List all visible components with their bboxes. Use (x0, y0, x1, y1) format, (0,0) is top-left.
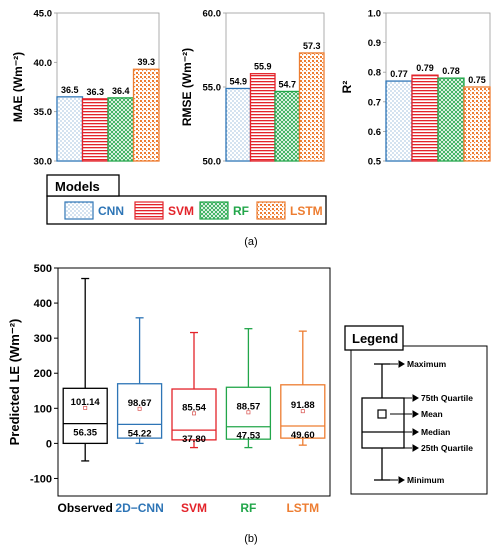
r2-bar-rf (437, 77, 465, 162)
mae-bar-lstm (132, 68, 160, 162)
legend-swatch-svm (134, 201, 164, 220)
rmse-bar-chart: 50.0 55.0 60.0 RMSE (Wm⁻²) 54.9 55.9 54.7 57.3 (180, 9, 325, 168)
box-ytick-label: 500 (34, 263, 52, 275)
legend-label-lstm: LSTM (290, 204, 323, 218)
mae-ytick-label: 40.0 (34, 58, 53, 69)
box-mean-marker-rf (246, 410, 251, 415)
r2-bar-svm (411, 74, 439, 162)
r2-ytick-label: 0.7 (368, 97, 381, 108)
rmse-ytick-label: 55.0 (203, 83, 222, 94)
mae-bar-cnn (56, 96, 84, 162)
rmse-ytick-label: 60.0 (203, 9, 222, 20)
r2-value-label-cnn: 0.77 (390, 69, 408, 79)
mae-ytick-label: 35.0 (34, 107, 53, 118)
box-ytick-label: 300 (34, 333, 52, 345)
box-category-label-cnn: 2D−CNN (115, 501, 163, 515)
r2-ytick-label: 0.9 (368, 38, 381, 49)
rmse-bar-cnn (225, 87, 252, 162)
rmse-y-axis-label: RMSE (Wm⁻²) (180, 48, 194, 126)
r2-value-label-lstm: 0.75 (468, 75, 486, 85)
box-category-label-rf: RF (240, 501, 256, 515)
r2-value-label-rf: 0.78 (442, 66, 460, 76)
mae-ytick-label: 45.0 (34, 9, 53, 20)
box-ytick-label: 200 (34, 368, 52, 380)
box-mean-label-svm: 85.54 (182, 402, 206, 413)
caption-b: (b) (244, 533, 257, 545)
box-y-axis-label: Predicted LE (Wm⁻²) (7, 319, 22, 446)
mae-y-axis-label: MAE (Wm⁻²) (11, 52, 25, 122)
box-mean-marker-svm (192, 411, 196, 416)
mae-bar-rf (107, 97, 135, 162)
box-median-label-cnn: 54.22 (128, 428, 152, 439)
box-legend-title: Legend (352, 331, 398, 346)
mae-value-label-rf: 36.4 (112, 86, 130, 96)
legend-maximum: Maximum (407, 359, 447, 369)
box-ytick-label: -100 (30, 473, 52, 485)
legend-swatch-cnn (64, 201, 94, 220)
box-category-label-lstm: LSTM (286, 501, 319, 515)
box-median-label-rf: 47.53 (237, 431, 261, 442)
box-mean-label-observed: 101.14 (71, 397, 101, 408)
rmse-bar-rf (274, 90, 301, 162)
r2-bar-cnn (385, 80, 413, 162)
r2-ytick-label: 1.0 (368, 9, 381, 20)
legend-label-cnn: CNN (98, 204, 124, 218)
rmse-value-label-svm: 55.9 (254, 62, 272, 72)
r2-ytick-label: 0.5 (368, 157, 382, 168)
legend-mean: Mean (421, 409, 443, 419)
box-mean-label-rf: 88.57 (237, 401, 261, 412)
box-median-label-observed: 56.35 (73, 428, 97, 439)
legend-label-rf: RF (233, 204, 249, 218)
rmse-bar-svm (249, 73, 276, 162)
mae-value-label-lstm: 39.3 (137, 57, 155, 67)
box-plot-legend: Legend Maximum 75th Quartile Mean Median… (344, 325, 488, 495)
mae-ytick-label: 30.0 (34, 157, 53, 168)
box-category-label-observed: Observed (58, 501, 113, 515)
mae-value-label-svm: 36.3 (86, 87, 104, 97)
legend-q75: 75th Quartile (421, 393, 473, 403)
legend-label-svm: SVM (168, 204, 194, 218)
box-category-label-svm: SVM (181, 501, 207, 515)
mae-bar-chart: 30.0 35.0 40.0 45.0 MAE (Wm⁻²) 36.5 36.3 36.4 39… (11, 9, 160, 168)
legend-swatch-rf (199, 201, 229, 220)
models-legend: Models CNN SVM RF LSTM (46, 174, 327, 225)
rmse-value-label-lstm: 57.3 (303, 41, 321, 51)
mae-value-label-cnn: 36.5 (61, 85, 79, 95)
box-median-label-lstm: 49.60 (291, 430, 315, 441)
box-iqr-cnn (116, 383, 163, 439)
box-mean-marker-observed (83, 405, 88, 410)
rmse-bar-lstm (298, 52, 325, 162)
legend-median: Median (421, 427, 450, 437)
box-mean-label-lstm: 91.88 (291, 400, 315, 411)
models-legend-title: Models (55, 179, 100, 194)
box-mean-marker-lstm (300, 409, 305, 414)
legend-swatch-lstm (256, 201, 286, 220)
r2-bar-chart: 0.5 0.6 0.7 0.8 0.9 1.0 R² 0.77 0.79 0.78 0.75 (340, 9, 491, 168)
mae-bar-svm (81, 98, 109, 162)
box-mean-marker-cnn (137, 406, 142, 411)
box-ytick-label: 100 (34, 403, 52, 415)
box-iqr-observed (62, 387, 108, 445)
r2-bar-lstm (463, 86, 491, 162)
r2-ytick-label: 0.8 (368, 68, 381, 79)
r2-y-axis-label: R² (340, 81, 354, 94)
caption-a: (a) (244, 236, 257, 248)
legend-q25: 25th Quartile (421, 443, 473, 453)
rmse-value-label-cnn: 54.9 (229, 76, 247, 86)
legend-minimum: Minimum (407, 475, 445, 485)
r2-ytick-label: 0.6 (368, 127, 381, 138)
box-ytick-label: 400 (34, 298, 52, 310)
r2-value-label-svm: 0.79 (416, 63, 434, 73)
rmse-ytick-label: 50.0 (203, 157, 222, 168)
box-mean-label-cnn: 98.67 (128, 398, 152, 409)
box-ytick-label: 0 (46, 438, 52, 450)
box-median-label-svm: 37.80 (182, 434, 206, 445)
rmse-value-label-rf: 54.7 (278, 79, 296, 89)
predicted-le-box-plot: -100 0 100 200 300 400 500 Predicted LE (Wm⁻²) 1… (7, 263, 331, 515)
